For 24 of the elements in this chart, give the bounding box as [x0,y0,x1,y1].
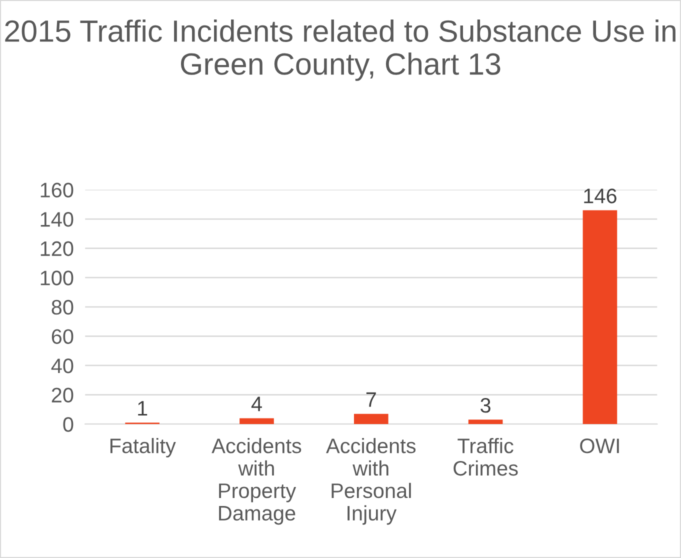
chart-title: 2015 Traffic Incidents related to Substance Use in Green County, Chart 13 [5,20,676,81]
x-tick-label: Accidents with Personal Injury [326,438,416,525]
data-label: 4 [251,396,262,412]
data-label: 146 [584,188,616,204]
y-tick-label: 20 [52,388,74,403]
data-label: 3 [480,398,490,413]
y-tick-label: 100 [40,270,74,286]
data-label: 1 [138,401,148,416]
bar [582,210,618,424]
y-tick-label: 0 [63,417,74,432]
y-tick-label: 80 [52,300,74,315]
y-tick-label: 40 [51,358,74,374]
data-label: 7 [366,392,376,407]
y-tick-label: 120 [40,241,74,256]
bar [354,414,388,424]
bar [240,418,274,424]
x-tick-label: Traffic Crimes [454,438,518,476]
y-tick-label: 60 [52,329,74,344]
x-tick-label: Accidents with Property Damage [212,438,302,525]
y-tick-label: 160 [40,182,74,198]
x-tick-label: Fatality [110,438,176,458]
y-tick-label: 140 [40,212,74,227]
bar [468,420,503,424]
x-tick-label: OWI [580,438,619,454]
